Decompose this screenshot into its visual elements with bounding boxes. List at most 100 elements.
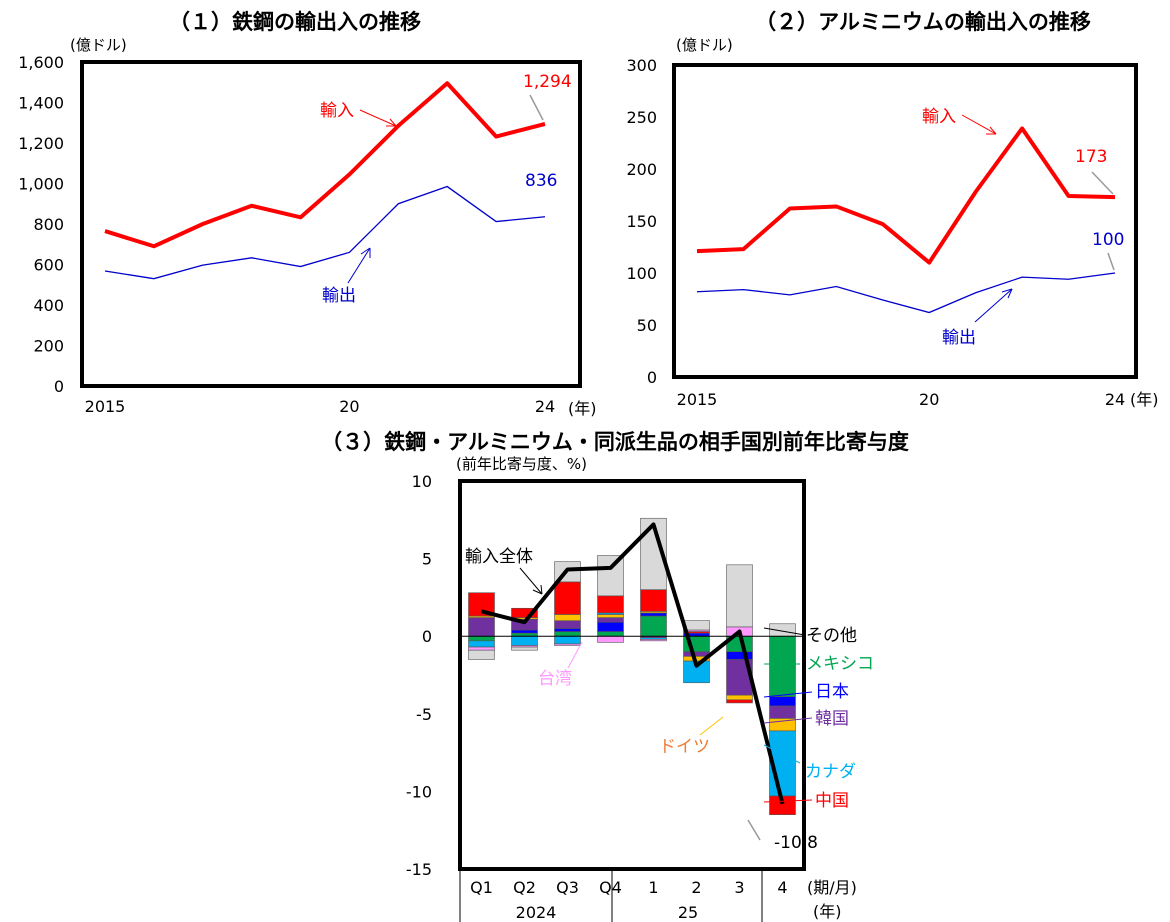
legend-china: 中国 [815, 791, 849, 811]
bar-segment-china [511, 607, 538, 618]
chart1-title: （１）鉄鋼の輸出入の推移 [169, 10, 421, 34]
c2-ytick-label: 100 [626, 264, 657, 283]
chart1-xlabel: (年) [568, 399, 597, 418]
bar-segment-germany [554, 614, 581, 621]
bar-segment-taiwan [597, 635, 624, 643]
legend-japan-arrow [763, 691, 813, 698]
c2-ytick-label: 50 [637, 316, 657, 335]
chart3-x-ticks: Q1 Q2 Q3 Q4 1 2 3 4 [470, 878, 787, 897]
c2-ytick-label: 300 [626, 56, 657, 75]
chart2-title: （２）アルミニウムの輸出入の推移 [755, 10, 1091, 34]
c2-ytick-label: 150 [626, 212, 657, 231]
chart1-import-arrowhead [386, 118, 397, 127]
bar-segment-korea [769, 705, 796, 719]
chart2-import-arrowhead [986, 126, 997, 135]
legend-germany: ドイツ [659, 737, 710, 757]
chart3-year-unit: (年) [813, 902, 842, 921]
chart2-import-leader [1091, 171, 1114, 195]
chart1-frame [80, 60, 582, 388]
chart2-export-leader [1107, 252, 1115, 271]
chart3-total-line [481, 522, 785, 805]
chart2-x-ticks: 2015 20 24 [677, 390, 1126, 409]
c3-ytick-label: -15 [406, 860, 432, 879]
bar-segment-china [597, 595, 624, 614]
bar-segment-germany [597, 614, 624, 618]
chart3-total-label: 輸入全体 [465, 547, 533, 567]
c2-xtick-label: 24 [1105, 390, 1125, 409]
chart3-year-25: 25 [678, 903, 698, 922]
c2-ytick-label: 0 [647, 368, 657, 387]
c3-ytick-label: 10 [412, 472, 432, 491]
chart1-export-arrow [347, 247, 371, 284]
chart3-total-arrow [519, 567, 543, 595]
c1-ytick-label: 0 [54, 377, 64, 396]
bar-segment-japan [554, 628, 581, 632]
c2-ytick-label: 200 [626, 160, 657, 179]
chart-contribution: （３）鉄鋼・アルミニウム・同派生品の相手国別前年比寄与度 (前年比寄与度、%) … [321, 430, 909, 922]
chart1-series-export-line [104, 185, 546, 280]
legend-korea: 韓国 [815, 709, 849, 729]
chart2-y-ticks: 0 50 100 150 200 250 300 [626, 56, 657, 387]
chart1-export-label: 輸出 [322, 286, 356, 306]
legend-canada-arrow [763, 744, 801, 764]
chart1-series-import-line [104, 81, 546, 249]
bar-segment-japan [769, 696, 796, 707]
c1-ytick-label: 1,000 [18, 175, 64, 194]
c2-ytick-label: 250 [626, 108, 657, 127]
bar-segment-taiwan [640, 639, 667, 642]
c3-ytick-label: -10 [406, 782, 432, 801]
chart3-xlabel: (期/月) [807, 878, 857, 897]
bar-segment-canada [554, 635, 581, 645]
chart3-frame [458, 479, 806, 871]
bar-segment-mexico [468, 635, 495, 642]
bar-segment-china [726, 699, 753, 704]
bar-segment-japan [511, 629, 538, 634]
chart3-total-leader [747, 819, 761, 841]
bar-segment-germany [726, 694, 753, 701]
chart2-export-arrow [974, 288, 1013, 323]
bar-segment-mexico [640, 615, 667, 637]
chart2-export-label: 輸出 [942, 328, 976, 348]
c1-ytick-label: 1,200 [18, 134, 64, 153]
bar-segment-mexico [554, 631, 581, 637]
c3-xtick-label: Q4 [599, 878, 622, 897]
bar-segment-mexico [769, 635, 796, 698]
chart2-import-end-value: 173 [1075, 147, 1107, 167]
chart1-export-end-value: 836 [525, 171, 557, 191]
chart3-total-arrowhead [532, 584, 543, 595]
chart1-import-label: 輸入 [320, 101, 354, 121]
legend-china-arrow [763, 799, 813, 803]
c1-xtick-label: 2015 [85, 397, 126, 416]
bar-segment-japan [640, 612, 667, 617]
chart2-import-arrow [961, 114, 997, 135]
chart3-legend: その他 メキシコ 日本 韓国 カナダ 中国 ドイツ 台湾 [538, 626, 874, 811]
bar-segment-china [640, 589, 667, 612]
legend-germany-arrow [699, 716, 724, 736]
bar-segment-china [468, 592, 495, 617]
bar-segment-canada [468, 640, 495, 648]
chart2-export-arrowhead [1001, 288, 1013, 299]
legend-other-arrow [763, 627, 806, 636]
legend-taiwan: 台湾 [538, 669, 572, 689]
bar-segment-taiwan [554, 643, 581, 646]
bar-segment-canada [511, 635, 538, 646]
chart1-export-arrowhead [360, 247, 371, 258]
legend-canada: カナダ [805, 762, 856, 782]
c3-xtick-label: 2 [691, 878, 701, 897]
legend-other: その他 [806, 626, 857, 646]
bar-segment-china [554, 581, 581, 615]
bar-segment-other [511, 646, 538, 651]
legend-mexico: メキシコ [806, 654, 874, 674]
chart1-x-ticks: 2015 20 24 [85, 397, 556, 416]
chart3-total-end-value: -10.8 [774, 833, 818, 853]
bar-segment-japan [597, 621, 624, 632]
c1-ytick-label: 400 [33, 296, 64, 315]
legend-korea-arrow [763, 717, 813, 724]
chart2-series-export-line [696, 272, 1116, 314]
c1-ytick-label: 600 [33, 256, 64, 275]
legend-japan: 日本 [815, 682, 849, 702]
chart2-ylabel: (億ドル) [676, 36, 733, 54]
c1-ytick-label: 200 [33, 337, 64, 356]
chart1-import-end-value: 1,294 [523, 72, 572, 92]
